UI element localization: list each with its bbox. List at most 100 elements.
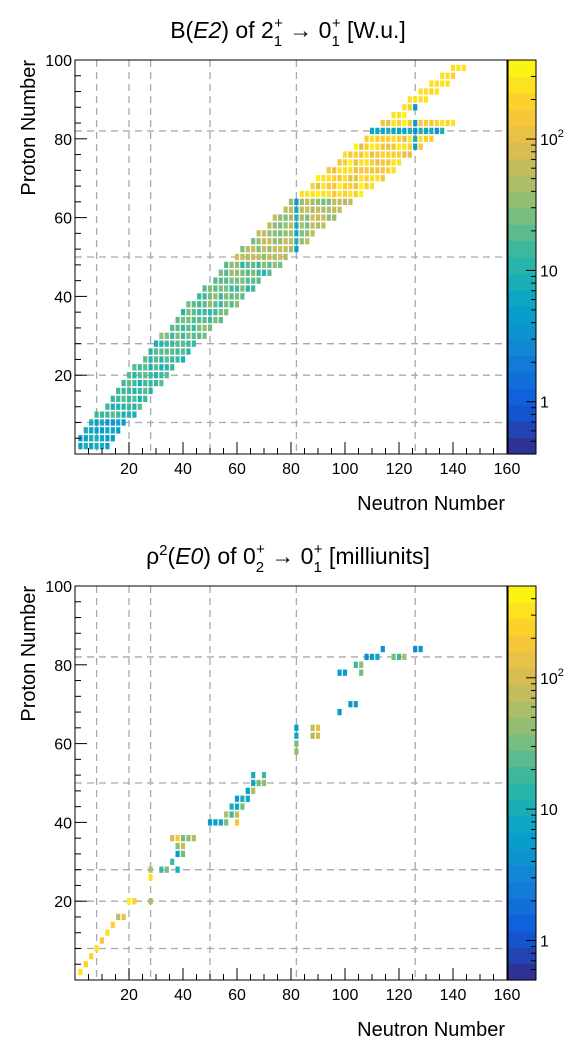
data-cell: [224, 301, 229, 308]
data-cell: [272, 253, 277, 261]
data-cell: [121, 913, 126, 921]
data-cell: [315, 175, 321, 182]
colorbar-tick-label: 10: [540, 802, 558, 819]
y-axis-label: Proton Number: [18, 586, 40, 722]
data-cell: [170, 835, 175, 842]
data-cell: [375, 151, 380, 158]
colorbar-band: [508, 684, 536, 702]
data-cell: [332, 198, 337, 205]
colorbar-band: [508, 388, 536, 406]
colorbar-band: [508, 109, 536, 127]
data-cell: [175, 835, 180, 842]
data-cell: [207, 324, 213, 332]
data-cell: [234, 285, 240, 292]
x-tick-label: 40: [174, 461, 192, 478]
data-cell: [380, 119, 385, 127]
data-cell: [288, 214, 294, 221]
data-cell: [224, 269, 229, 276]
data-cell: [429, 80, 434, 87]
data-cell: [391, 112, 396, 119]
data-cell: [191, 340, 196, 347]
data-cell: [386, 127, 391, 135]
data-cell: [159, 372, 164, 379]
data-cell: [245, 253, 250, 261]
colorbar-band: [508, 881, 536, 899]
data-cell: [229, 285, 234, 292]
data-cell: [396, 127, 402, 135]
data-cell: [348, 182, 353, 190]
data-cell: [272, 230, 277, 237]
data-cell: [418, 143, 423, 150]
data-cell: [240, 285, 245, 292]
data-cell: [251, 277, 256, 284]
data-cell: [294, 230, 299, 237]
data-cell: [272, 238, 277, 245]
data-cell: [353, 661, 358, 668]
data-cell: [116, 395, 121, 402]
data-cell: [180, 842, 186, 850]
x-tick-label: 60: [228, 987, 246, 1004]
data-cell: [364, 167, 369, 174]
data-cell: [234, 253, 240, 261]
data-cell: [234, 795, 240, 802]
data-cell: [164, 364, 169, 371]
data-cell: [132, 411, 137, 418]
data-cell: [342, 190, 348, 198]
y-tick-label: 100: [45, 579, 72, 596]
data-cell: [359, 661, 364, 668]
data-cell: [278, 214, 283, 221]
data-cell: [207, 309, 213, 316]
y-tick-label: 60: [54, 737, 72, 754]
data-cell: [121, 387, 126, 395]
data-cell: [116, 419, 121, 426]
data-cell: [267, 230, 272, 237]
data-cell: [391, 127, 396, 135]
chart-title: B(E2) of 21+ → 01+ [W.u.]: [170, 15, 406, 50]
data-cell: [175, 340, 180, 347]
data-cell: [116, 913, 121, 921]
data-cell: [348, 175, 353, 182]
data-cell: [121, 403, 126, 410]
data-cell: [251, 787, 256, 795]
data-cell: [186, 309, 191, 316]
data-cell: [159, 866, 164, 873]
data-cell: [418, 119, 423, 127]
data-cell: [326, 190, 331, 198]
data-cell: [380, 135, 385, 142]
data-cell: [288, 198, 294, 205]
data-cell: [283, 238, 288, 245]
data-cell: [440, 119, 445, 127]
data-cell: [450, 64, 456, 72]
data-cell: [110, 419, 115, 426]
data-cell: [434, 80, 439, 87]
data-cell: [170, 356, 175, 363]
data-cell: [391, 119, 396, 127]
data-cell: [229, 803, 234, 810]
colorbar-band: [508, 421, 536, 439]
data-cell: [380, 127, 385, 135]
data-cell: [380, 159, 385, 166]
data-cell: [153, 356, 159, 363]
data-cell: [148, 356, 153, 363]
x-tick-label: 140: [440, 461, 467, 478]
data-cell: [202, 301, 207, 308]
colorbar-band: [508, 142, 536, 160]
data-cell: [229, 293, 234, 300]
data-cell: [375, 167, 380, 174]
data-cell: [240, 245, 245, 253]
data-cell: [310, 214, 315, 221]
data-cell: [326, 175, 331, 182]
data-cell: [202, 316, 207, 324]
data-cell: [353, 167, 358, 174]
data-cell: [294, 245, 299, 253]
data-cell: [407, 135, 412, 142]
data-cell: [251, 261, 256, 269]
colorbar-band: [508, 963, 536, 981]
data-cell: [391, 135, 396, 142]
data-cell: [450, 119, 456, 127]
data-cell: [245, 245, 250, 253]
data-cell: [229, 269, 234, 276]
data-cell: [267, 253, 272, 261]
data-cell: [99, 442, 105, 450]
data-cell: [234, 293, 240, 300]
